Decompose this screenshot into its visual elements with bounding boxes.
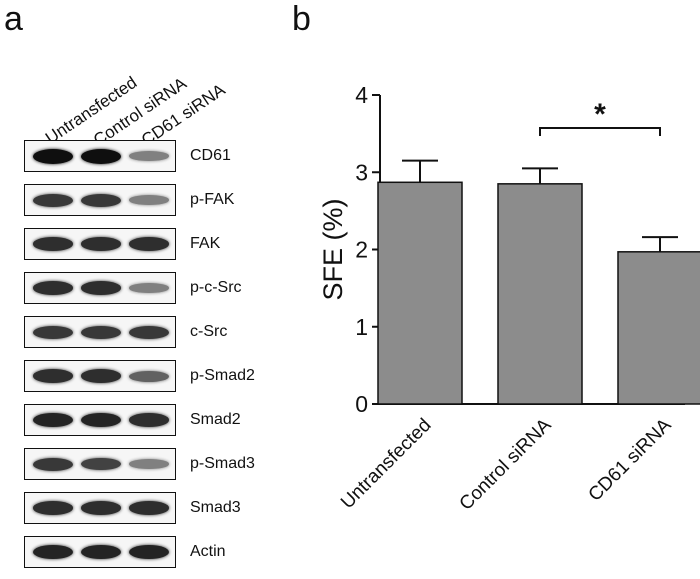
blot-strip bbox=[24, 448, 176, 480]
x-tick-label: Control siRNA bbox=[456, 414, 556, 514]
y-axis-label: SFE (%) bbox=[318, 198, 348, 300]
blot-band bbox=[81, 281, 121, 295]
blot-label: Smad3 bbox=[190, 499, 241, 516]
blot-label: Actin bbox=[190, 543, 226, 560]
blot-band bbox=[33, 413, 73, 427]
bar bbox=[497, 183, 583, 405]
blot-band bbox=[129, 237, 169, 251]
blot-label: Smad2 bbox=[190, 411, 241, 428]
blot-band bbox=[81, 325, 121, 339]
y-tick-label: 1 bbox=[355, 314, 368, 340]
panel-b-label: b bbox=[292, 0, 311, 38]
blot-strip bbox=[24, 360, 176, 392]
blot-band bbox=[33, 369, 73, 383]
blot-strip bbox=[24, 228, 176, 260]
blot-label: CD61 bbox=[190, 147, 231, 164]
blot-band bbox=[81, 501, 121, 515]
y-tick-label: 4 bbox=[355, 82, 368, 108]
blot-label: p-Smad3 bbox=[190, 455, 255, 472]
blot-band bbox=[129, 151, 169, 161]
blot-band bbox=[33, 148, 73, 164]
blot-strip bbox=[24, 492, 176, 524]
blot-band bbox=[129, 195, 169, 205]
significance-marker: * bbox=[594, 98, 606, 131]
blot-band bbox=[81, 148, 121, 164]
blot-strip bbox=[24, 140, 176, 172]
blot-label: p-Smad2 bbox=[190, 367, 255, 384]
blot-label: FAK bbox=[190, 235, 221, 252]
blot-band bbox=[81, 413, 121, 427]
blot-band bbox=[81, 545, 121, 559]
y-tick-label: 2 bbox=[355, 237, 368, 263]
x-tick-label: CD61 siRNA bbox=[585, 414, 676, 505]
blot-band bbox=[129, 459, 169, 469]
blot-band bbox=[33, 325, 73, 339]
blot-band bbox=[33, 281, 73, 295]
blot-band bbox=[129, 501, 169, 515]
blot-label: p-c-Src bbox=[190, 279, 242, 296]
bar bbox=[617, 251, 700, 405]
blot-band bbox=[33, 237, 73, 251]
blot-band bbox=[33, 457, 73, 471]
blot-strip bbox=[24, 404, 176, 436]
blot-label: p-FAK bbox=[190, 191, 235, 208]
blot-band bbox=[129, 413, 169, 427]
blot-band bbox=[81, 193, 121, 207]
blot-strip bbox=[24, 316, 176, 348]
blot-band bbox=[33, 545, 73, 559]
blot-strip bbox=[24, 184, 176, 216]
blot-label: c-Src bbox=[190, 323, 228, 340]
panel-a-label: a bbox=[4, 0, 23, 38]
blot-band bbox=[81, 457, 121, 471]
blot-band bbox=[33, 501, 73, 515]
blot-strip bbox=[24, 536, 176, 568]
significance-bracket bbox=[539, 127, 661, 136]
blot-band bbox=[129, 370, 169, 382]
blot-band bbox=[129, 283, 169, 293]
blot-band bbox=[129, 545, 169, 559]
blot-band bbox=[33, 193, 73, 207]
blot-band bbox=[129, 325, 169, 339]
x-tick-label: Untransfected bbox=[337, 415, 435, 513]
y-tick-label: 3 bbox=[355, 159, 368, 185]
y-tick-label: 0 bbox=[355, 391, 368, 417]
blot-band bbox=[81, 369, 121, 383]
blot-strip bbox=[24, 272, 176, 304]
blot-band bbox=[81, 237, 121, 251]
bar bbox=[377, 181, 463, 405]
bar-chart: 0 1 2 3 4 SFE (%) Untransfected Control siRNA CD… bbox=[318, 82, 700, 515]
